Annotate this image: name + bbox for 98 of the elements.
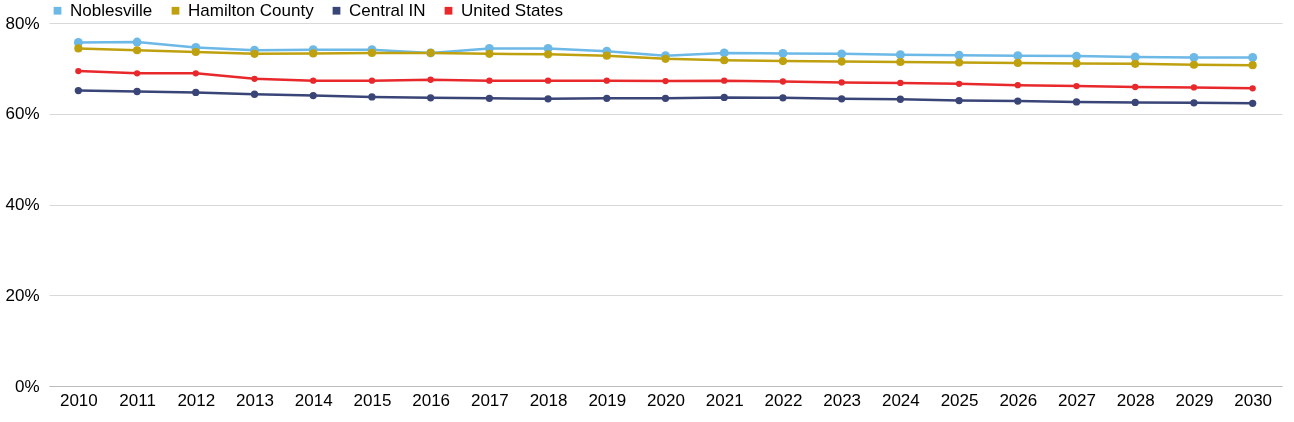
point	[779, 94, 787, 102]
y-tick-label: 80%	[5, 13, 40, 33]
y-tick-label: 20%	[5, 285, 40, 305]
legend-label: United States	[461, 0, 564, 20]
point	[132, 46, 142, 55]
x-tick-label: 2014	[294, 390, 333, 410]
point	[1248, 99, 1257, 107]
point	[1014, 82, 1021, 89]
point	[603, 77, 610, 84]
point	[309, 91, 317, 100]
point	[310, 77, 317, 84]
point	[486, 77, 493, 84]
x-tick-label: 2023	[823, 390, 862, 410]
point	[837, 49, 847, 59]
point	[602, 51, 611, 60]
legend-label: Hamilton County	[188, 0, 315, 20]
point	[837, 57, 846, 66]
point	[720, 93, 728, 102]
point	[662, 77, 669, 85]
point	[838, 79, 845, 86]
x-tick-label: 2025	[940, 390, 979, 410]
point	[779, 78, 787, 85]
point	[897, 79, 904, 87]
point	[1013, 58, 1022, 67]
x-tick-label: 2020	[647, 390, 685, 410]
legend-label: Noblesville	[70, 0, 153, 20]
point	[485, 94, 494, 102]
point	[133, 87, 141, 96]
point	[955, 80, 963, 87]
point	[543, 50, 553, 59]
point	[1132, 83, 1139, 91]
point	[1189, 60, 1199, 69]
y-tick-label: 0%	[14, 376, 40, 396]
point	[132, 37, 142, 47]
x-tick-label: 2026	[999, 390, 1038, 410]
point	[368, 93, 376, 101]
point	[1072, 98, 1081, 106]
point	[192, 70, 199, 77]
x-tick-label: 2017	[470, 390, 509, 410]
point	[309, 49, 318, 58]
point	[426, 94, 435, 102]
point	[896, 95, 905, 103]
x-tick-label: 2018	[529, 390, 568, 410]
point	[1248, 61, 1257, 70]
y-tick-label: 60%	[5, 104, 40, 124]
point	[721, 77, 728, 84]
point	[485, 49, 494, 58]
point	[661, 94, 670, 102]
x-tick-label: 2011	[119, 390, 156, 410]
point	[251, 75, 258, 82]
point	[1249, 85, 1256, 92]
point	[191, 47, 200, 57]
x-tick-label: 2021	[705, 390, 744, 410]
x-tick-label: 2027	[1058, 390, 1096, 410]
point	[1131, 98, 1139, 107]
x-tick-label: 2016	[412, 390, 451, 410]
point	[778, 57, 788, 66]
point	[1248, 53, 1258, 62]
x-tick-label: 2028	[1116, 390, 1155, 410]
point	[1190, 84, 1198, 91]
point	[368, 77, 376, 84]
point	[720, 56, 729, 65]
point	[778, 48, 788, 58]
x-tick-label: 2013	[236, 390, 274, 410]
x-tick-label: 2019	[588, 390, 627, 410]
legend-label: Central IN	[349, 0, 426, 20]
x-tick-label: 2012	[177, 390, 216, 410]
x-tick-label: 2010	[59, 390, 98, 410]
point	[1014, 97, 1022, 105]
point	[75, 67, 82, 75]
point	[74, 44, 83, 53]
point	[895, 50, 905, 60]
point	[250, 49, 259, 58]
x-tick-label: 2022	[764, 390, 803, 410]
x-tick-label: 2029	[1175, 390, 1214, 410]
point	[954, 58, 964, 67]
point	[1189, 53, 1199, 62]
x-tick-label: 2030	[1234, 390, 1273, 410]
point	[1013, 51, 1023, 61]
point	[544, 77, 552, 84]
point	[192, 88, 200, 97]
point	[955, 96, 963, 105]
point	[896, 57, 905, 67]
point	[544, 95, 552, 103]
x-tick-label: 2024	[881, 390, 920, 410]
x-tick-label: 2015	[353, 390, 392, 410]
point	[74, 86, 83, 95]
point	[837, 95, 846, 103]
point	[133, 70, 141, 77]
point	[427, 76, 434, 83]
point	[1072, 59, 1081, 68]
point	[1073, 82, 1080, 90]
y-tick-label: 40%	[5, 195, 40, 214]
point	[1131, 59, 1140, 68]
point	[1190, 99, 1198, 107]
point	[1072, 51, 1081, 61]
point	[603, 94, 611, 102]
point	[250, 90, 259, 98]
